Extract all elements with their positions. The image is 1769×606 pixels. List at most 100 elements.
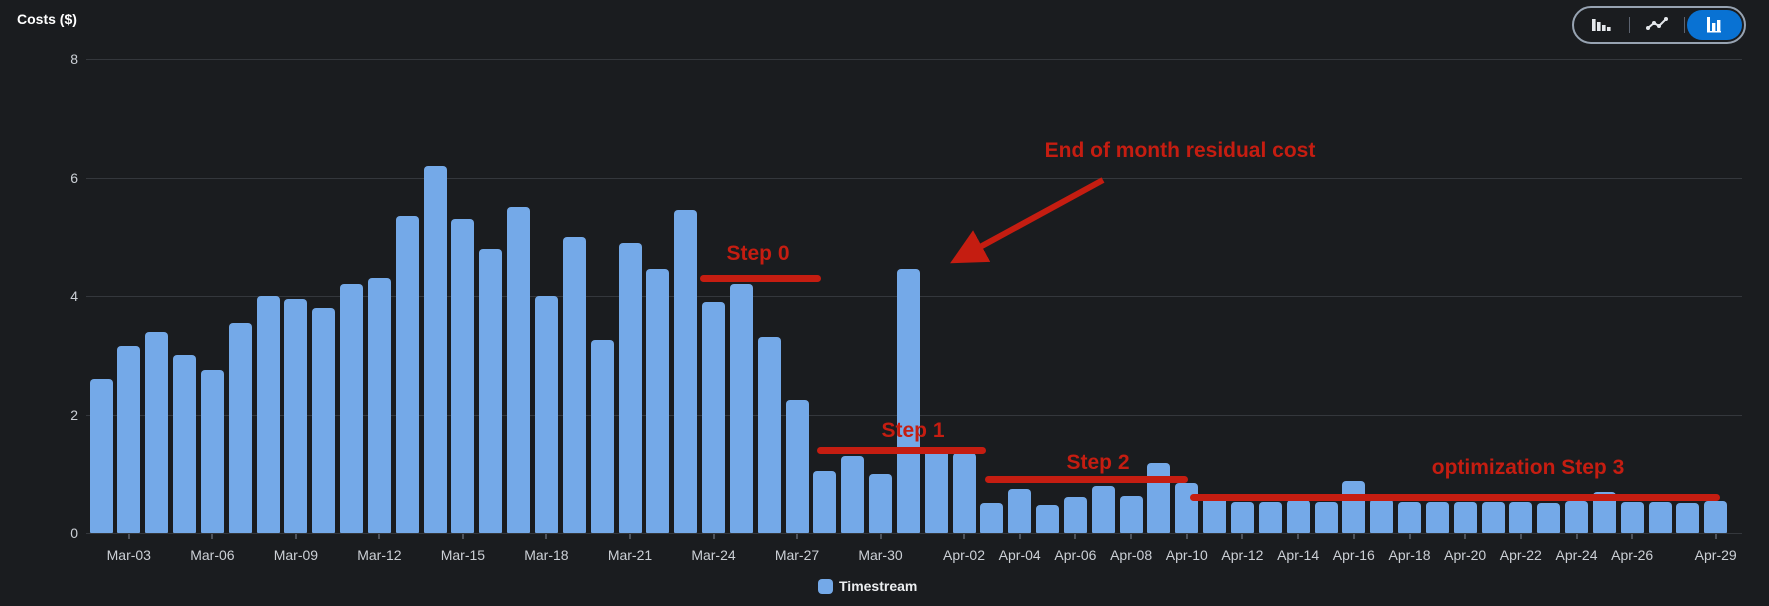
y-axis-tick-label: 2 bbox=[70, 406, 78, 423]
bar-mar-07[interactable] bbox=[228, 323, 252, 533]
bar-apr-29[interactable] bbox=[1704, 501, 1728, 533]
bar-mar-15[interactable] bbox=[451, 219, 475, 533]
chart-type-line-button[interactable] bbox=[1630, 8, 1685, 42]
bar-apr-16[interactable] bbox=[1342, 481, 1366, 533]
legend-swatch bbox=[818, 578, 833, 594]
x-axis-tick-mark bbox=[712, 534, 715, 539]
bar-mar-02[interactable] bbox=[89, 379, 113, 533]
step-2-label: Step 2 bbox=[1066, 451, 1130, 474]
bar-apr-26[interactable] bbox=[1620, 502, 1644, 533]
stacked-bar-chart-icon bbox=[1705, 15, 1725, 36]
bar-apr-22[interactable] bbox=[1509, 502, 1533, 533]
bar-apr-09[interactable] bbox=[1147, 463, 1171, 533]
bar-mar-19[interactable] bbox=[562, 237, 586, 533]
bar-mar-20[interactable] bbox=[590, 340, 614, 533]
x-axis-tick-label: Mar-21 bbox=[607, 547, 653, 563]
bar-apr-10[interactable] bbox=[1175, 483, 1199, 533]
bar-apr-12[interactable] bbox=[1230, 502, 1254, 533]
bar-mar-24[interactable] bbox=[702, 302, 725, 533]
bar-apr-17[interactable] bbox=[1370, 499, 1394, 533]
step-2-line bbox=[985, 475, 1188, 483]
bar-apr-18[interactable] bbox=[1398, 502, 1421, 533]
bar-mar-17[interactable] bbox=[507, 207, 531, 533]
bar-apr-13[interactable] bbox=[1258, 502, 1282, 533]
bar-apr-01[interactable] bbox=[924, 447, 948, 533]
bar-apr-08[interactable] bbox=[1119, 496, 1143, 533]
bar-mar-31[interactable] bbox=[896, 269, 920, 533]
x-axis-tick-mark bbox=[1352, 534, 1355, 539]
bar-apr-21[interactable] bbox=[1481, 502, 1505, 533]
bar-mar-18[interactable] bbox=[534, 296, 558, 533]
bar-apr-06[interactable] bbox=[1063, 497, 1087, 533]
step-1-label: Step 1 bbox=[881, 419, 945, 442]
bar-mar-05[interactable] bbox=[173, 355, 196, 533]
bar-apr-05[interactable] bbox=[1036, 505, 1060, 533]
x-axis-tick-mark bbox=[963, 534, 965, 539]
x-axis-tick-label: Apr-24 bbox=[1555, 547, 1598, 563]
bar-apr-14[interactable] bbox=[1286, 500, 1310, 533]
bar-mar-22[interactable] bbox=[646, 269, 670, 533]
bar-mar-30[interactable] bbox=[869, 474, 892, 533]
legend-item-timestream[interactable]: Timestream bbox=[818, 578, 917, 594]
bar-apr-23[interactable] bbox=[1537, 503, 1561, 533]
x-axis-tick-mark bbox=[1185, 534, 1188, 539]
bar-apr-25[interactable] bbox=[1592, 492, 1616, 533]
bar-mar-06[interactable] bbox=[200, 370, 224, 533]
x-axis-tick-label: Mar-12 bbox=[357, 547, 402, 563]
bar-mar-09[interactable] bbox=[284, 299, 308, 533]
bar-mar-16[interactable] bbox=[479, 249, 503, 533]
bar-mar-26[interactable] bbox=[757, 337, 781, 533]
x-axis-tick-label: Apr-08 bbox=[1110, 547, 1153, 563]
bar-apr-15[interactable] bbox=[1314, 502, 1338, 533]
bar-mar-13[interactable] bbox=[395, 216, 419, 533]
x-axis-tick-label: Mar-06 bbox=[190, 547, 235, 563]
bar-mar-21[interactable] bbox=[618, 243, 642, 533]
x-axis-tick-mark bbox=[629, 534, 631, 539]
chart-type-bar-button[interactable] bbox=[1574, 8, 1629, 42]
bar-mar-23[interactable] bbox=[674, 210, 698, 533]
x-axis-tick-label: Apr-14 bbox=[1277, 547, 1320, 563]
x-axis-tick-label: Apr-26 bbox=[1611, 547, 1654, 563]
bar-mar-11[interactable] bbox=[340, 284, 364, 533]
bar-apr-27[interactable] bbox=[1648, 502, 1672, 533]
y-axis-tick-label: 4 bbox=[70, 288, 78, 304]
x-axis-tick-label: Apr-10 bbox=[1165, 547, 1208, 563]
bar-mar-28[interactable] bbox=[813, 471, 837, 533]
x-axis-tick-label: Mar-30 bbox=[858, 547, 903, 563]
toolbar-divider bbox=[1684, 17, 1686, 33]
bar-mar-14[interactable] bbox=[423, 166, 447, 533]
x-axis-tick-mark bbox=[461, 534, 464, 539]
bar-mar-08[interactable] bbox=[256, 296, 280, 533]
bar-mar-27[interactable] bbox=[785, 400, 809, 533]
x-axis-tick-mark bbox=[1575, 534, 1578, 539]
x-axis-tick-label: Apr-06 bbox=[1054, 547, 1097, 563]
bar-apr-19[interactable] bbox=[1425, 502, 1449, 533]
x-axis-tick-mark bbox=[378, 534, 381, 539]
bar-mar-10[interactable] bbox=[312, 308, 336, 533]
bar-mar-04[interactable] bbox=[145, 332, 169, 533]
end-of-month-residual-label: End of month residual cost bbox=[1044, 139, 1316, 162]
bar-apr-28[interactable] bbox=[1676, 503, 1700, 533]
x-axis-tick-mark bbox=[127, 534, 130, 539]
chart-type-stacked-bar-button[interactable] bbox=[1687, 10, 1743, 40]
gridline bbox=[86, 59, 1742, 60]
x-axis-tick-label: Apr-12 bbox=[1221, 547, 1264, 563]
bar-apr-24[interactable] bbox=[1565, 501, 1588, 533]
bar-mar-25[interactable] bbox=[729, 284, 753, 533]
x-axis-tick-mark bbox=[796, 534, 798, 539]
x-axis-tick-mark bbox=[1130, 534, 1133, 539]
x-axis-tick-mark bbox=[1519, 534, 1522, 539]
bar-apr-04[interactable] bbox=[1008, 489, 1032, 533]
bar-mar-29[interactable] bbox=[841, 456, 865, 533]
bar-apr-20[interactable] bbox=[1453, 502, 1477, 533]
bar-mar-03[interactable] bbox=[117, 346, 141, 533]
bar-apr-07[interactable] bbox=[1091, 486, 1115, 533]
x-axis-tick-label: Mar-24 bbox=[691, 547, 736, 563]
x-axis-tick-label: Mar-03 bbox=[106, 547, 151, 563]
bar-apr-11[interactable] bbox=[1203, 497, 1227, 533]
bar-apr-02[interactable] bbox=[952, 453, 976, 533]
bar-mar-12[interactable] bbox=[367, 278, 391, 533]
step-1-line bbox=[817, 446, 986, 454]
bar-apr-03[interactable] bbox=[980, 503, 1004, 533]
chart-type-toolbar bbox=[1572, 6, 1746, 44]
